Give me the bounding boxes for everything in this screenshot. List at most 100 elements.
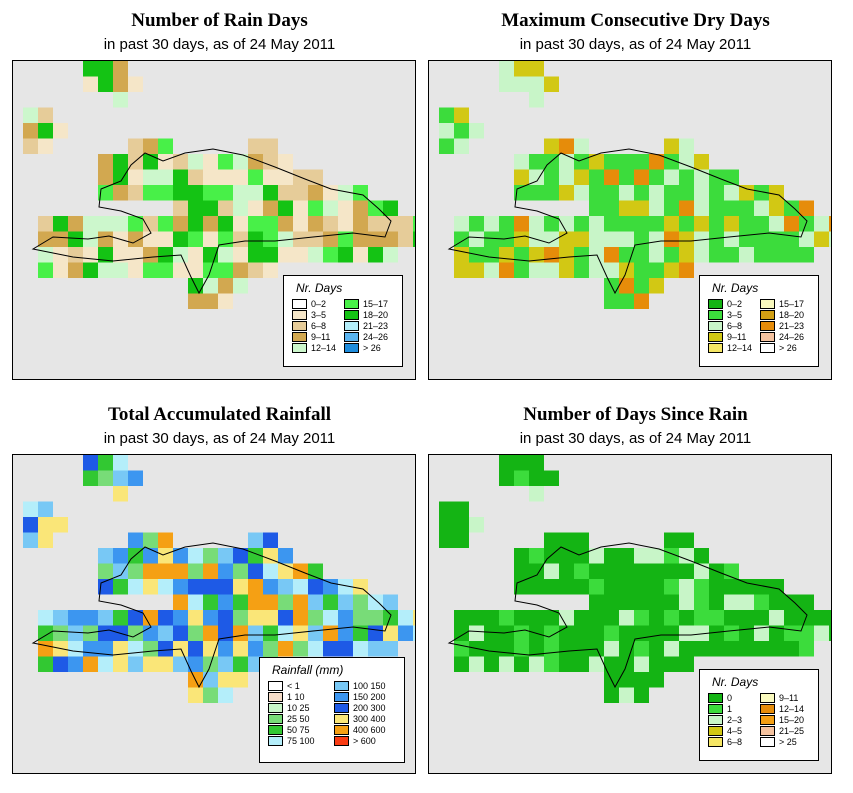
- grid-cell: [499, 216, 514, 232]
- grid-cell: [353, 594, 368, 610]
- grid-cell: [724, 247, 739, 263]
- grid-cell: [619, 672, 634, 688]
- grid-cell: [574, 563, 589, 579]
- grid-cell: [559, 138, 574, 154]
- grid-cell: [724, 200, 739, 216]
- panel-subtitle: in past 30 days, as of 24 May 2011: [519, 36, 752, 53]
- grid-cell: [83, 247, 98, 263]
- grid-cell: [754, 610, 769, 626]
- grid-cell: [248, 625, 263, 641]
- legend-label: 12–14: [727, 342, 753, 353]
- grid-cell: [649, 262, 664, 278]
- panel-title: Number of Days Since Rain: [523, 404, 748, 425]
- grid-cell: [694, 579, 709, 595]
- grid-cell: [709, 216, 724, 232]
- legend-label: 6–8: [311, 320, 327, 331]
- grid-cell: [323, 625, 338, 641]
- legend-swatch: [334, 724, 349, 735]
- grid-cell: [544, 563, 559, 579]
- grid-cell: [454, 231, 469, 247]
- grid-cell: [514, 625, 529, 641]
- grid-cell: [529, 548, 544, 564]
- panel-max-dry-days: Maximum Consecutive Dry Days in past 30 …: [428, 0, 843, 393]
- grid-cell: [574, 154, 589, 170]
- grid-cell: [263, 169, 278, 185]
- grid-cell: [814, 216, 829, 232]
- grid-cell: [679, 563, 694, 579]
- grid-cell: [799, 200, 814, 216]
- grid-cell: [248, 532, 263, 548]
- legend-item: 15–17: [760, 298, 804, 309]
- grid-cell: [664, 625, 679, 641]
- grid-cell: [143, 610, 158, 626]
- grid-cell: [203, 231, 218, 247]
- grid-cell: [368, 200, 383, 216]
- legend-swatch: [268, 724, 283, 735]
- grid-cell: [113, 656, 128, 672]
- grid-cell: [649, 247, 664, 263]
- legend-title: Rainfall (mm): [272, 663, 344, 677]
- legend-swatch: [334, 702, 349, 713]
- legend-item: 1: [708, 703, 742, 714]
- grid-cell: [248, 579, 263, 595]
- grid-cell: [113, 262, 128, 278]
- grid-cell: [529, 563, 544, 579]
- grid-cell: [353, 200, 368, 216]
- legend-item: > 25: [760, 736, 804, 747]
- legend-item: 1 10: [268, 691, 315, 702]
- grid-cell: [83, 61, 98, 77]
- grid-cell: [128, 262, 143, 278]
- grid-cell: [308, 216, 323, 232]
- grid-cell: [604, 563, 619, 579]
- legend-swatch: [708, 736, 723, 747]
- grid-cell: [263, 231, 278, 247]
- legend-label: 21–23: [363, 320, 389, 331]
- grid-cell: [203, 672, 218, 688]
- grid-cell: [619, 610, 634, 626]
- grid-cell: [664, 532, 679, 548]
- grid-cell: [188, 641, 203, 657]
- grid-cell: [218, 672, 233, 688]
- grid-cell: [218, 262, 233, 278]
- grid-cell: [68, 656, 83, 672]
- grid-cell: [128, 656, 143, 672]
- legend-item: 24–26: [344, 331, 388, 342]
- grid-cell: [454, 656, 469, 672]
- grid-cell: [709, 625, 724, 641]
- grid-cell: [694, 154, 709, 170]
- legend-label: > 26: [363, 342, 381, 353]
- grid-cell: [233, 656, 248, 672]
- legend-label: > 26: [779, 342, 797, 353]
- grid-cell: [188, 169, 203, 185]
- legend-swatch: [708, 320, 723, 331]
- grid-cell: [128, 563, 143, 579]
- grid-cell: [544, 138, 559, 154]
- grid-cell: [38, 501, 53, 517]
- legend-swatch: [760, 692, 775, 703]
- grid-cell: [679, 216, 694, 232]
- grid-cell: [188, 231, 203, 247]
- grid-cell: [694, 169, 709, 185]
- grid-cell: [323, 216, 338, 232]
- grid-cell: [233, 169, 248, 185]
- legend-item: 9–11: [292, 331, 336, 342]
- legend-label: 150 200: [353, 691, 386, 702]
- grid-cell: [173, 548, 188, 564]
- grid-cell: [188, 185, 203, 201]
- map-legend: Nr. Days 0–2 3–5 6–8 9–11 12–14 15–17 18–20 21…: [283, 275, 403, 367]
- grid-cell: [754, 185, 769, 201]
- grid-cell: [664, 138, 679, 154]
- grid-cell: [158, 247, 173, 263]
- grid-cell: [218, 687, 233, 703]
- grid-cell: [514, 262, 529, 278]
- grid-cell: [98, 548, 113, 564]
- legend-label: 12–14: [779, 703, 805, 714]
- legend-swatch: [708, 309, 723, 320]
- grid-cell: [559, 169, 574, 185]
- grid-cell: [754, 625, 769, 641]
- grid-cell: [634, 247, 649, 263]
- grid-cell: [679, 548, 694, 564]
- grid-cell: [173, 185, 188, 201]
- legend-item: 9–11: [708, 331, 752, 342]
- grid-cell: [619, 154, 634, 170]
